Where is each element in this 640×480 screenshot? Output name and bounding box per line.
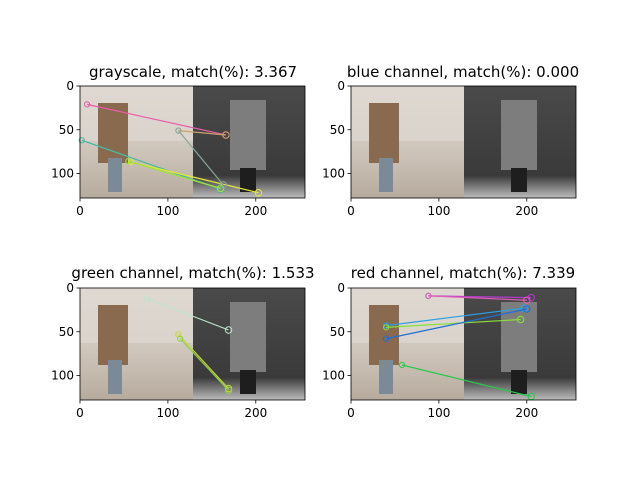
keypoint-marker (175, 127, 182, 134)
subplot-blue-channel: blue channel, match(%): 0.000 0 100 200 0 50… (322, 63, 579, 218)
x-tick-label: 0 (76, 204, 84, 218)
image-pair (351, 288, 576, 400)
subplot-red-channel: red channel, match(%): 7.339 0 100 200 0 50 1… (322, 264, 577, 420)
match-lines (143, 295, 233, 395)
left-photo-person-coat (98, 103, 128, 163)
y-tick-label: 100 (322, 369, 345, 383)
subplot-title: red channel, match(%): 7.339 (351, 264, 575, 282)
match-line (130, 161, 259, 194)
keypoint-marker (219, 181, 227, 189)
keypoint-marker (383, 335, 390, 342)
subplot-title: green channel, match(%): 1.533 (71, 264, 314, 282)
right-photo-person-coat (501, 100, 537, 170)
image-pair (80, 86, 305, 198)
image-pair (351, 86, 576, 198)
keypoint-marker (383, 322, 390, 329)
axes-spine (350, 287, 577, 401)
subplot-green-channel: green channel, match(%): 1.533 0 100 200 0 5… (51, 264, 314, 420)
match-line (146, 297, 229, 331)
keypoint-marker (125, 158, 132, 165)
x-tick-label: 200 (244, 406, 267, 420)
x-tick-label: 0 (347, 406, 355, 420)
subplot-title: grayscale, match(%): 3.367 (89, 63, 297, 81)
left-photo-building (351, 86, 464, 141)
right-photo-person-legs (240, 168, 256, 192)
x-tick-label: 200 (244, 204, 267, 218)
match-line (386, 307, 525, 327)
left-photo-person-legs (379, 158, 393, 192)
y-tick-label: 100 (322, 167, 345, 181)
right-photo-person-legs (511, 370, 527, 394)
keypoint-marker (383, 324, 390, 331)
keypoint-marker (224, 326, 233, 334)
match-line (86, 103, 227, 136)
keypoint-marker (83, 101, 91, 108)
keypoint-marker (143, 295, 150, 302)
y-tick-label: 0 (66, 281, 74, 295)
match-lines (78, 101, 263, 197)
keypoint-marker (398, 361, 406, 369)
y-tick-label: 100 (51, 369, 74, 383)
keypoint-marker (523, 305, 531, 313)
subplot-title: blue channel, match(%): 0.000 (347, 63, 579, 81)
y-tick-label: 0 (66, 79, 74, 93)
left-photo-person-coat (369, 305, 399, 365)
axes-spine (79, 85, 306, 199)
x-tick-label: 0 (347, 204, 355, 218)
left-photo-person-coat (369, 103, 399, 163)
x-tick-label: 100 (156, 406, 179, 420)
x-tick-label: 200 (515, 204, 538, 218)
right-photo-person-legs (511, 168, 527, 192)
y-tick-label: 0 (337, 281, 345, 295)
y-tick-label: 0 (337, 79, 345, 93)
left-photo-person-legs (108, 158, 122, 192)
y-tick-label: 50 (59, 325, 74, 339)
left-photo-person-legs (108, 360, 122, 394)
match-lines (383, 292, 535, 401)
left-photo-person-legs (379, 360, 393, 394)
right-photo-person-legs (240, 370, 256, 394)
keypoint-marker (224, 386, 233, 395)
subplot-grayscale: grayscale, match(%): 3.367 0 100 200 0 50 100 (51, 63, 306, 218)
x-tick-label: 100 (427, 406, 450, 420)
left-photo-person-coat (98, 305, 128, 365)
x-tick-label: 200 (515, 406, 538, 420)
match-line (179, 338, 229, 391)
right-photo-person-coat (501, 302, 537, 372)
keypoint-marker (254, 189, 263, 197)
axes-frame: 0 100 200 0 50 100 (51, 79, 306, 218)
right-photo-person-coat (230, 302, 266, 372)
match-line (401, 364, 532, 398)
x-tick-label: 100 (156, 204, 179, 218)
axes-frame: 0 100 200 0 50 100 (322, 281, 577, 420)
keypoint-marker (78, 137, 85, 144)
left-photo-building (80, 86, 193, 141)
keypoint-marker (177, 335, 184, 342)
image-pair (80, 288, 305, 400)
keypoint-marker (425, 292, 432, 299)
y-tick-label: 100 (51, 167, 74, 181)
keypoint-marker (127, 159, 135, 166)
x-tick-label: 0 (76, 406, 84, 420)
keypoint-marker (523, 296, 531, 304)
keypoint-marker (222, 131, 230, 139)
match-line (428, 295, 527, 301)
keypoint-marker (516, 315, 525, 324)
y-tick-label: 50 (59, 123, 74, 137)
y-tick-label: 50 (330, 123, 345, 137)
x-tick-label: 100 (427, 204, 450, 218)
axes-spine (79, 287, 306, 401)
match-line (177, 333, 229, 390)
match-line (177, 130, 224, 186)
match-line (386, 308, 527, 340)
match-line (178, 130, 226, 136)
right-photo-person-coat (230, 100, 266, 170)
axes-frame: 0 100 200 0 50 100 (51, 281, 306, 420)
match-line (128, 160, 221, 189)
match-line (386, 318, 521, 328)
y-tick-label: 50 (330, 325, 345, 339)
axes-spine (350, 85, 577, 199)
axes-frame: 0 100 200 0 50 100 (322, 79, 577, 218)
